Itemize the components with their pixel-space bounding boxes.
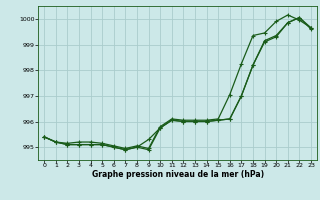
X-axis label: Graphe pression niveau de la mer (hPa): Graphe pression niveau de la mer (hPa) [92,170,264,179]
